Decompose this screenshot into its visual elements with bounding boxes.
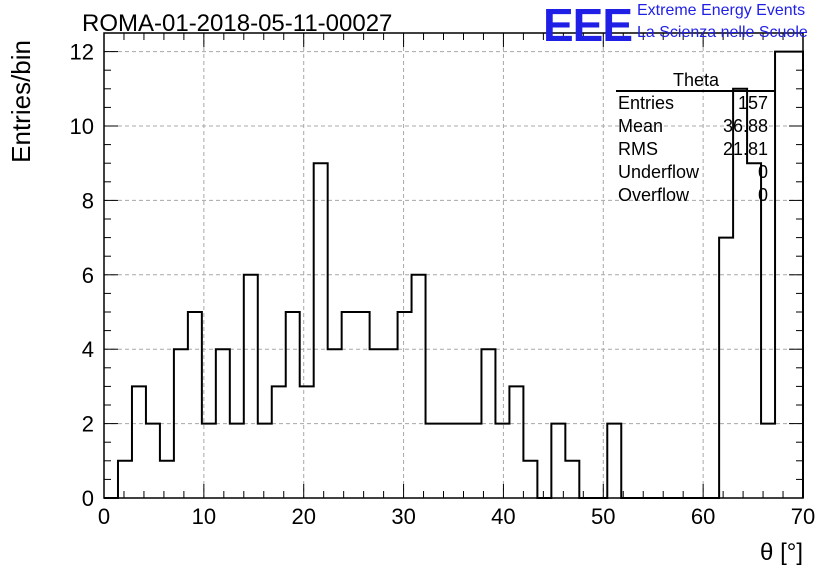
histogram-bin (342, 312, 356, 498)
stats-row-mean: Mean 36.88 (610, 115, 776, 138)
histogram-bin (384, 349, 398, 498)
histogram-bin (118, 461, 132, 498)
y-tick-label: 8 (82, 188, 94, 213)
x-tick-label: 70 (791, 504, 815, 529)
x-tick-label: 60 (691, 504, 715, 529)
histogram-bin (300, 386, 314, 498)
histogram-bin (132, 386, 146, 498)
y-tick-label: 12 (70, 40, 94, 65)
plot-frame (103, 32, 804, 499)
histogram-bin (481, 349, 495, 498)
histogram-bin (775, 52, 789, 498)
histogram-bin (719, 238, 733, 498)
histogram-bin (356, 312, 370, 498)
histogram-bin (467, 424, 481, 498)
stats-row-overflow: Overflow 0 (610, 184, 776, 207)
stats-value: 21.81 (722, 139, 768, 159)
histogram-bin (426, 424, 440, 498)
x-axis-label: θ [°] (760, 539, 803, 566)
histogram-bin (286, 312, 300, 498)
histogram-bin (146, 424, 160, 498)
stats-value: 36.88 (722, 116, 768, 136)
histogram-bin (523, 461, 537, 498)
histogram-bin (509, 386, 523, 498)
x-tick-label: 0 (98, 504, 110, 529)
histogram-bin (398, 312, 412, 498)
stats-row-underflow: Underflow 0 (610, 161, 776, 184)
histogram-bin (607, 424, 621, 498)
eee-logo: EEE (543, 0, 633, 51)
stats-value: 0 (757, 162, 768, 182)
histogram-bin (412, 275, 426, 498)
stats-row-rms: RMS 21.81 (610, 138, 776, 161)
histogram-bin (495, 424, 509, 498)
y-axis-label: Entries/bin (6, 40, 36, 163)
stats-label: Entries (618, 93, 675, 113)
stats-title: Theta (616, 70, 776, 92)
y-tick-label: 6 (82, 263, 94, 288)
x-tick-label: 10 (192, 504, 216, 529)
histogram-bin (747, 163, 761, 498)
logo-line-2: La Scienza nelle Scuole (637, 24, 808, 41)
histogram-bin (761, 424, 775, 498)
histogram-bin (230, 424, 244, 498)
histogram-bin (160, 461, 174, 498)
tick-labels: 0 10 20 30 40 50 60 70 0 2 4 6 8 10 12 (70, 40, 816, 529)
stats-label: RMS (618, 139, 658, 159)
y-tick-label: 4 (82, 337, 94, 362)
grid-lines (104, 33, 803, 498)
axis-ticks (103, 32, 804, 499)
histogram-bin (370, 349, 384, 498)
histogram-bin (565, 461, 579, 498)
stats-value: 157 (737, 93, 768, 113)
histogram-bin (272, 386, 286, 498)
x-tick-label: 20 (291, 504, 315, 529)
histogram-bin (440, 424, 454, 498)
stats-row-entries: Entries 157 (610, 92, 776, 115)
stats-value: 0 (757, 185, 768, 205)
x-tick-label: 50 (591, 504, 615, 529)
stats-box: Theta Entries 157 Mean 36.88 RMS 21.81 U… (610, 70, 776, 207)
histogram-bin (258, 424, 272, 498)
histogram-bin (314, 163, 328, 498)
histogram-bin (244, 275, 258, 498)
stats-label: Overflow (618, 185, 690, 205)
axes (103, 32, 804, 499)
x-tick-label: 40 (491, 504, 515, 529)
chart-title: ROMA-01-2018-05-11-00027 (82, 10, 393, 37)
y-tick-label: 2 (82, 412, 94, 437)
x-tick-label: 30 (391, 504, 415, 529)
histogram-bin (328, 349, 342, 498)
stats-label: Mean (618, 116, 664, 136)
histogram-bin (188, 312, 202, 498)
histogram-bin (216, 349, 230, 498)
logo-line-1: Extreme Energy Events (637, 2, 806, 19)
y-tick-label: 0 (82, 486, 94, 511)
histogram-bin (551, 424, 565, 498)
stats-label: Underflow (618, 162, 700, 182)
y-tick-label: 10 (70, 114, 94, 139)
histogram-bin (454, 424, 468, 498)
histogram-bin (174, 349, 188, 498)
